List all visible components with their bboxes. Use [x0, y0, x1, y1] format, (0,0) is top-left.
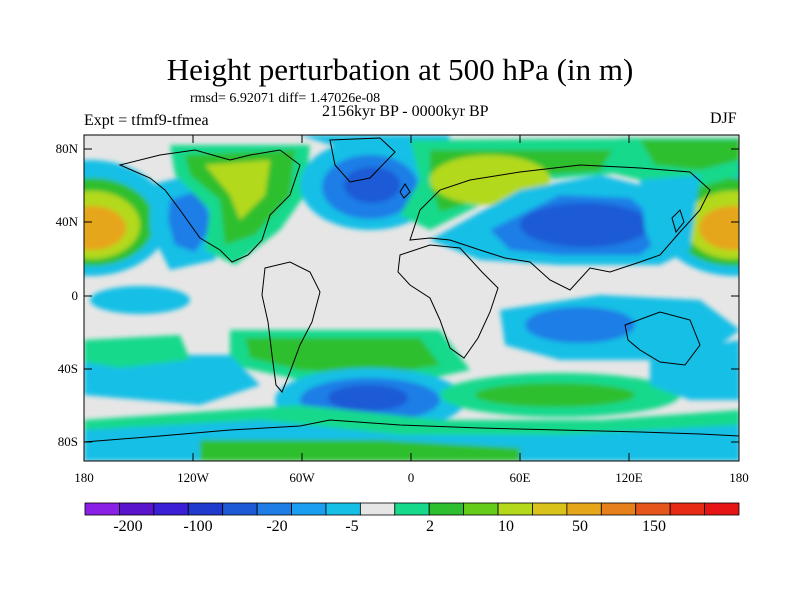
coast-british-isles: [399, 183, 411, 199]
coast-australia: [624, 311, 701, 366]
lon-label-60w: 60W: [289, 470, 315, 485]
colorbar-swatch: [394, 502, 430, 516]
coast-south-america: [261, 261, 321, 393]
colorbar-swatch: [84, 502, 120, 516]
colorbar-swatch: [119, 502, 155, 516]
colorbar-swatch: [497, 502, 533, 516]
colorbar-label-150: 150: [642, 518, 666, 535]
experiment-label: Expt = tfmf9-tfmea: [84, 112, 209, 129]
colorbar-swatch: [222, 502, 258, 516]
lon-label-120w: 120W: [177, 470, 209, 485]
contour-field: [84, 135, 739, 461]
colorbar-swatch: [291, 502, 327, 516]
stats-text: rmsd= 6.92071 diff= 1.47026e-08: [190, 91, 381, 106]
colorbar-label-minus100: -100: [183, 518, 213, 535]
coast-africa: [397, 244, 499, 359]
colorbar-label-50: 50: [572, 518, 588, 535]
coast-antarctica: [84, 419, 739, 443]
coast-japan: [671, 209, 685, 234]
lon-label-120e: 120E: [615, 470, 643, 485]
colorbar-swatch: [566, 502, 602, 516]
colorbar-label-minus20: -20: [266, 518, 288, 535]
colorbar-swatch: [532, 502, 568, 516]
axis-ticks: [83, 135, 740, 461]
colorbar-swatch: [704, 502, 740, 516]
colorbar-swatch: [463, 502, 499, 516]
lon-label-180e: 180: [729, 470, 749, 485]
colorbar: [84, 502, 740, 516]
season-label: DJF: [710, 110, 737, 127]
coastlines: [84, 137, 739, 443]
colorbar-swatch: [669, 502, 705, 516]
colorbar-swatch: [635, 502, 671, 516]
colorbar-swatch: [600, 502, 637, 516]
plot-title: Height perturbation at 500 hPa (in m): [166, 52, 634, 87]
colorbar-swatch: [256, 502, 292, 516]
lat-label-80n: 80N: [55, 141, 78, 156]
coast-north-america: [118, 149, 301, 263]
period-text: 2156kyr BP - 0000kyr BP: [322, 103, 489, 120]
lon-label-60e: 60E: [509, 470, 531, 485]
lat-label-0: 0: [71, 288, 79, 303]
colorbar-swatch: [187, 502, 224, 516]
coast-eurasia: [409, 164, 711, 291]
lat-label-40s: 40S: [57, 361, 78, 376]
colorbar-swatch: [359, 502, 396, 516]
colorbar-label-10: 10: [498, 518, 514, 535]
colorbar-swatch: [428, 502, 465, 516]
colorbar-swatch: [325, 502, 361, 516]
lon-label-180w: 180: [74, 470, 94, 485]
lat-label-40n: 40N: [55, 214, 78, 229]
lat-label-80s: 80S: [57, 434, 78, 449]
coast-greenland: [329, 137, 396, 183]
lon-label-0: 0: [407, 470, 415, 485]
colorbar-label-2: 2: [426, 518, 434, 535]
colorbar-label-minus5: -5: [345, 518, 359, 535]
colorbar-swatch: [153, 502, 189, 516]
colorbar-label-minus200: -200: [113, 518, 143, 535]
